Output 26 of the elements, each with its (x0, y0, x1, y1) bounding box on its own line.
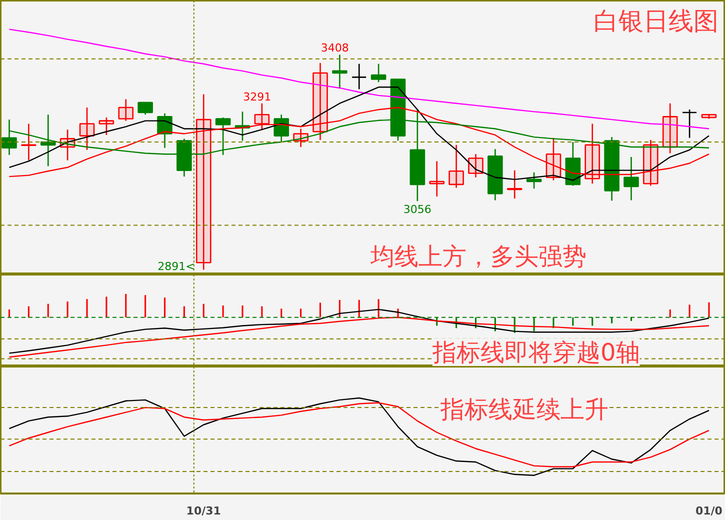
candlestick (506, 170, 522, 200)
annotation: 3291 (243, 90, 272, 104)
candlestick (79, 106, 95, 151)
candlestick (138, 102, 153, 116)
candlestick (351, 63, 367, 90)
annotation: 指标线延续上升 (440, 396, 608, 424)
candlestick (624, 156, 639, 201)
candlestick (332, 54, 348, 89)
annotation: 3408 (320, 42, 349, 55)
annotation: 均线上方，多头强势 (370, 242, 586, 270)
x-tick-label: 01/0 (695, 504, 723, 518)
candlestick (370, 63, 386, 83)
annotation: 指标线即将穿越0轴 (432, 338, 640, 366)
candlestick (118, 98, 134, 122)
candlestick (429, 160, 445, 198)
annotation: 2891< (158, 260, 195, 274)
candlestick (98, 116, 114, 136)
candlestick (21, 123, 36, 161)
candlestick (682, 108, 698, 139)
candlestick (448, 144, 464, 188)
chart-title: 白银日线图 (594, 6, 718, 36)
candlestick (526, 172, 542, 190)
annotation: 3056 (403, 203, 432, 216)
candlestick (468, 153, 484, 178)
candlestick (662, 102, 678, 154)
x-tick-label: 10/31 (186, 504, 221, 518)
